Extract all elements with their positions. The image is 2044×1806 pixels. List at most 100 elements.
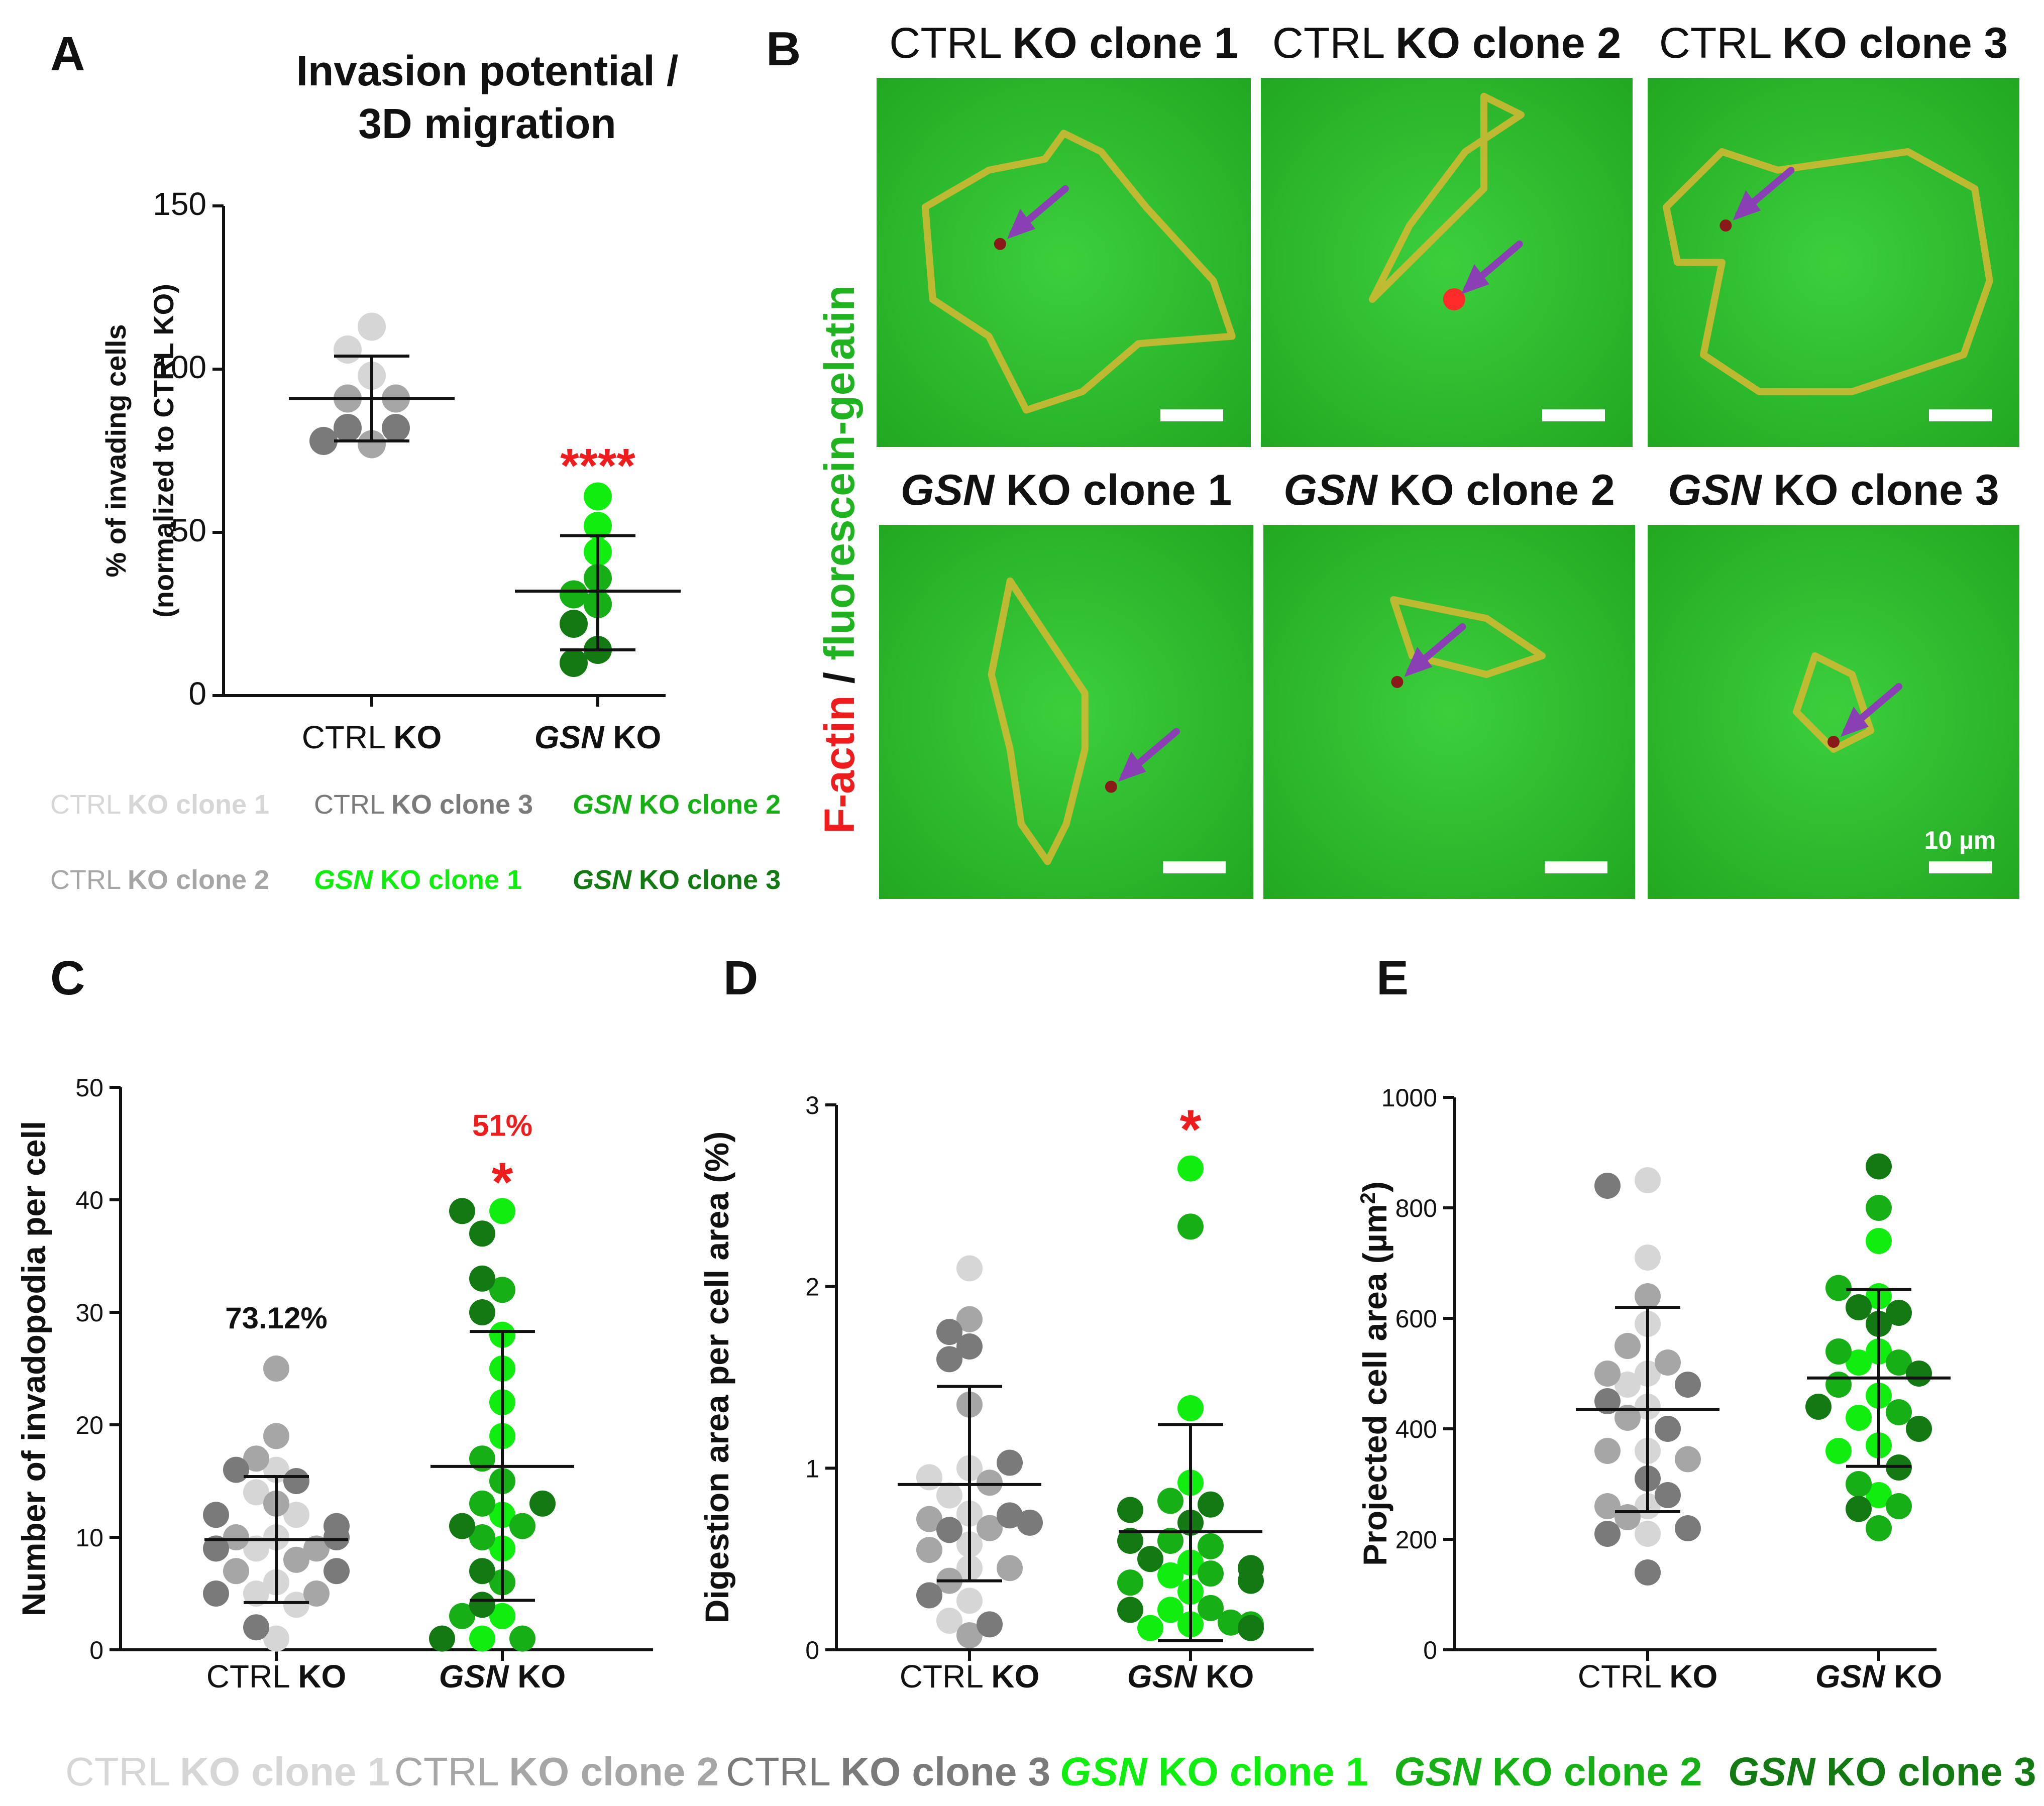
data-point-gsn1	[1137, 1615, 1163, 1641]
category-label-bold: KO	[1197, 1658, 1254, 1695]
invadopodium-spot	[1391, 675, 1404, 688]
data-point-gsn1	[489, 1603, 515, 1629]
data-point-gsn3	[1198, 1491, 1224, 1518]
data-point-ctrl3	[997, 1502, 1023, 1529]
invadopodium-spot	[1105, 780, 1117, 793]
legend-item-italic: GSN	[314, 865, 373, 895]
y-tick-label: 0	[188, 675, 206, 712]
legend-item: CTRL KO clone 2	[394, 1749, 719, 1794]
data-point-ctrl2	[977, 1515, 1003, 1541]
data-point-gsn2	[449, 1603, 475, 1629]
data-point-gsn1	[489, 1198, 515, 1224]
y-axis-label: Projected cell area (µm2)	[1356, 1181, 1394, 1566]
data-point-ctrl2	[956, 1622, 983, 1649]
data-point-ctrl1	[1615, 1372, 1641, 1398]
data-point-gsn3	[1805, 1394, 1832, 1420]
micrograph-tile	[1263, 525, 1635, 899]
y-axis-label: Number of invadopodia per cell	[15, 1121, 52, 1617]
data-point-ctrl2	[223, 1558, 249, 1585]
y-tick-label: 1	[805, 1454, 819, 1483]
data-point-gsn3	[560, 610, 588, 638]
micrograph-title-bold: KO clone 2	[1395, 19, 1621, 67]
micrograph-title-italic: GSN	[1668, 466, 1762, 514]
legend-item-bold: KO clone 2	[509, 1749, 719, 1794]
legend-item-bold: KO clone 3	[631, 865, 781, 895]
data-point-ctrl2	[1635, 1283, 1661, 1309]
category-label-italic: GSN	[439, 1658, 509, 1695]
legend-item: GSN KO clone 1	[314, 865, 522, 895]
micrograph-tile	[877, 78, 1251, 447]
data-point-gsn3	[469, 1558, 495, 1585]
legend-item-bold: KO clone 2	[631, 789, 781, 820]
micrograph-title: GSN KO clone 1	[901, 466, 1232, 514]
data-point-ctrl2	[283, 1546, 309, 1573]
data-point-ctrl1	[243, 1535, 269, 1562]
data-point-gsn2	[1866, 1195, 1892, 1221]
legend-item-bold: KO clone 1	[373, 865, 522, 895]
legend-item: GSN KO clone 2	[1394, 1749, 1702, 1794]
legend-item-italic: GSN	[573, 865, 632, 895]
data-point-ctrl3	[1594, 1388, 1621, 1414]
data-point-gsn1	[1866, 1228, 1892, 1254]
data-point-ctrl2	[263, 1356, 289, 1382]
legend-item-italic: GSN	[1728, 1749, 1816, 1794]
data-point-gsn3	[529, 1490, 556, 1517]
data-point-gsn1	[584, 482, 612, 511]
y-tick-label: 0	[1423, 1636, 1437, 1664]
data-point-ctrl3	[223, 1456, 249, 1483]
y-tick-label: 2	[805, 1273, 819, 1301]
data-point-ctrl1	[916, 1464, 942, 1491]
data-point-ctrl2	[1594, 1493, 1621, 1519]
category-label-bold: KO	[508, 1658, 566, 1695]
arrow-head-icon	[1733, 190, 1761, 220]
scale-bar	[1929, 409, 1992, 421]
data-point-ctrl2	[358, 430, 386, 459]
data-point-ctrl2	[1655, 1349, 1681, 1376]
category-label-bold: KO	[298, 1658, 346, 1695]
data-point-gsn2	[560, 580, 588, 609]
legend-item: GSN KO clone 3	[1728, 1749, 2036, 1794]
data-point-gsn3	[469, 1592, 495, 1618]
y-tick-label: 150	[153, 186, 206, 222]
legend-panel-a: CTRL KO clone 1 CTRL KO clone 3 GSN KO clo…	[50, 789, 781, 895]
data-point-gsn1	[1846, 1349, 1872, 1376]
micrograph-image	[1648, 525, 2019, 899]
legend-item: GSN KO clone 1	[1060, 1749, 1368, 1794]
data-point-ctrl3	[203, 1502, 229, 1528]
actin-outline	[988, 577, 1089, 865]
micrograph-title: CTRL KO clone 3	[1659, 19, 2008, 67]
data-point-gsn2	[509, 1625, 535, 1652]
legend-item-bold: KO clone 3	[840, 1749, 1050, 1794]
data-point-ctrl3	[1017, 1509, 1043, 1536]
data-point-ctrl1	[1635, 1521, 1661, 1547]
data-point-ctrl3	[324, 1558, 350, 1585]
micrograph-title-plain: KO clone 2	[1377, 466, 1615, 514]
data-point-ctrl3	[283, 1468, 309, 1494]
scale-bar	[1929, 861, 1992, 873]
y-tick-label: 600	[1395, 1305, 1437, 1333]
legend-item-bold: KO clone 3	[1815, 1749, 2036, 1794]
actin-outline	[1793, 652, 1874, 753]
y-tick-label: 50	[171, 512, 206, 548]
data-point-ctrl3	[1594, 1521, 1621, 1547]
legend-item: GSN KO clone 3	[573, 865, 781, 895]
y-axis-label-superscript: 2	[1356, 1192, 1379, 1204]
category-label: GSN KO	[1127, 1658, 1254, 1695]
y-tick-label: 10	[75, 1524, 103, 1552]
data-point-gsn2	[1825, 1338, 1852, 1365]
legend-item: CTRL KO clone 1	[50, 789, 269, 820]
chart-a-title-line1: Invasion potential /	[296, 47, 679, 94]
data-point-ctrl1	[956, 1255, 983, 1282]
data-point-ctrl3	[1635, 1559, 1661, 1586]
legend-item-plain: CTRL	[65, 1749, 180, 1794]
scale-bar	[1163, 861, 1226, 873]
data-point-ctrl1	[956, 1588, 983, 1614]
data-point-gsn2	[1157, 1488, 1184, 1514]
data-point-gsn3	[469, 1299, 495, 1325]
side-label-sep: /	[816, 660, 863, 696]
data-point-gsn1	[1157, 1562, 1184, 1589]
y-tick-label: 20	[75, 1411, 103, 1439]
actin-outline	[1390, 596, 1546, 678]
invadopodium-spot	[1719, 219, 1732, 232]
micrograph-tile	[1648, 525, 2019, 899]
